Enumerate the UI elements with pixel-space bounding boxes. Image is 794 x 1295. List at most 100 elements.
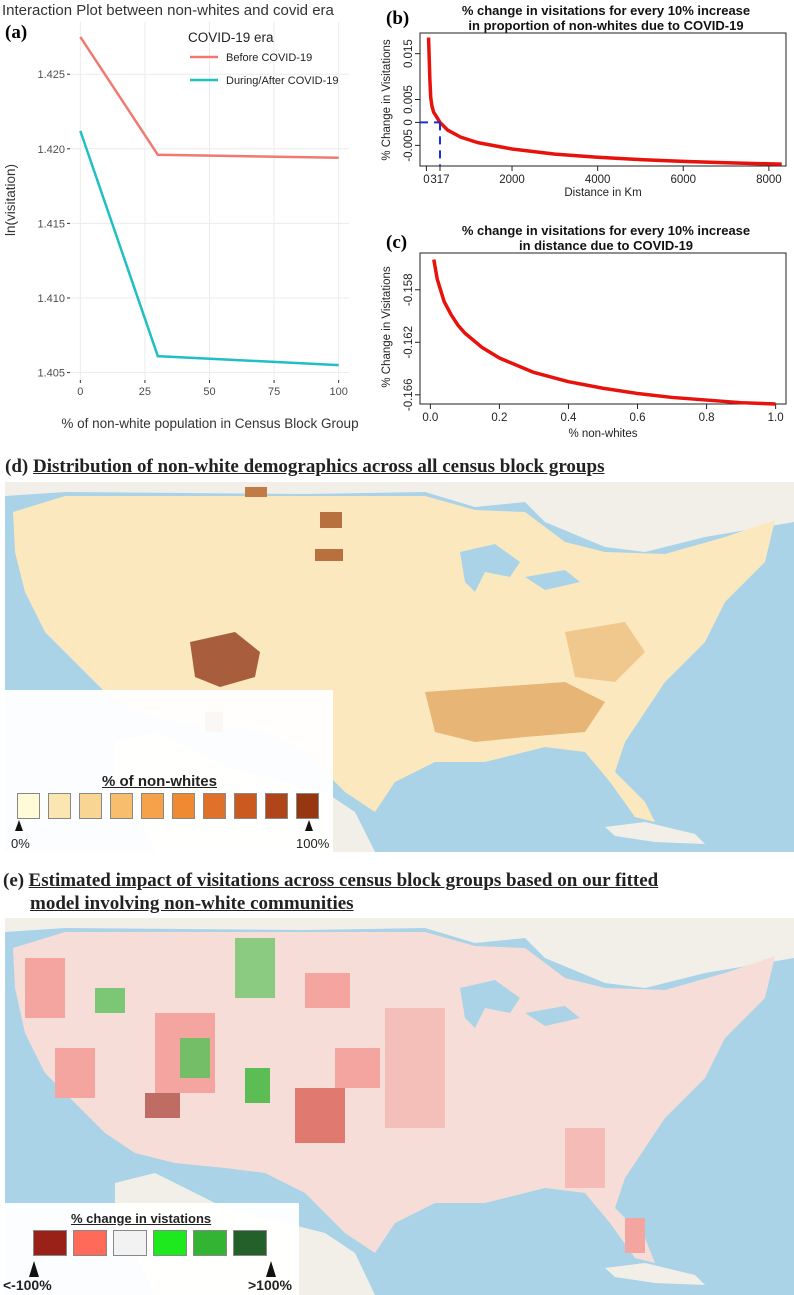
map-d-cuba	[605, 822, 705, 844]
chart-a-xtick-label: 0	[77, 386, 83, 398]
panel-a-letter: (a)	[5, 22, 27, 43]
chart-a-xtick-label: 50	[203, 386, 215, 398]
chart-a-xlabel: % of non-white population in Census Bloc…	[61, 416, 358, 431]
map-d-legend-box	[5, 690, 333, 852]
legend-d-swatch-7	[234, 793, 257, 819]
chart-a-ytick-label: 1.425	[37, 69, 65, 81]
legend-a-label-before: Before COVID-19	[226, 52, 312, 64]
legend-d-min-marker-icon	[15, 820, 23, 831]
legend-d-swatch-4	[141, 793, 164, 819]
panel-e-title-line2: model involving non-white communities	[30, 893, 354, 914]
map-d-usa	[13, 496, 775, 822]
map-d-cluster-2	[320, 512, 342, 528]
legend-e-swatch-5	[233, 1230, 267, 1256]
legend-a-label-during: During/After COVID-19	[226, 75, 338, 87]
chart-c-title: % change in visitations for every 10% in…	[462, 223, 750, 238]
chart-b-ylabel: % Change in Visitations	[381, 39, 393, 160]
map-d-southeast-cluster	[425, 682, 605, 742]
chart-b-title: % change in visitations for every 10% in…	[462, 3, 750, 18]
legend-e-swatch-2	[113, 1230, 147, 1256]
chart-a-series-during	[79, 130, 339, 367]
chart-c-xtick-label: 0.4	[560, 412, 577, 424]
panel-d-letter: (d)	[5, 456, 29, 477]
chart-b-xtick-label: 4000	[585, 174, 611, 186]
panel-e-letter: (e)	[3, 870, 25, 891]
chart-b-xlabel: Distance in Km	[564, 187, 641, 199]
legend-e-max-marker-icon	[266, 1261, 276, 1277]
map-d-cluster-4	[245, 487, 267, 497]
legend-e-swatch-3	[153, 1230, 187, 1256]
panel-d-title: Distribution of non-white demographics a…	[32, 456, 605, 477]
map-e-great-lakes	[460, 980, 580, 1028]
legend-d-swatch-2	[79, 793, 102, 819]
chart-b-xtick-label: 2000	[499, 174, 525, 186]
panel-c-letter: (c)	[386, 232, 407, 253]
legend-d-max-label: 100%	[296, 836, 330, 851]
legend-d-min-label: 0%	[11, 836, 30, 851]
chart-b-xtick-label: 6000	[670, 174, 696, 186]
map-d-cluster-3	[315, 549, 343, 561]
legend-d-swatch-0	[17, 793, 40, 819]
chart-b-series-line	[426, 37, 782, 166]
chart-a-xtick-label: 75	[268, 386, 280, 398]
chart-b-plot-area	[419, 32, 787, 167]
map-e-estimated-impact[interactable]	[5, 918, 794, 1295]
panel-e-heading: (e) Estimated impact of visitations acro…	[3, 870, 658, 892]
map-e-patches	[25, 938, 645, 1253]
chart-c-xtick-label: 1.0	[768, 412, 784, 424]
map-e-cuba	[605, 1263, 705, 1285]
chart-b-subtitle: in proportion of non-whites due to COVID…	[468, 18, 743, 33]
chart-a-title: Interaction Plot between non-whites and …	[2, 2, 335, 19]
panel-a-chart: Interaction Plot between non-whites and …	[0, 0, 400, 435]
chart-b-xtick-label: 8000	[756, 174, 782, 186]
chart-a-ytick-label: 1.420	[37, 144, 65, 156]
chart-a-xtick-label: 25	[139, 386, 151, 398]
map-d-great-lakes	[460, 544, 580, 592]
chart-c-ylabel: % Change in Visitations	[381, 266, 393, 387]
chart-c-subtitle: in distance due to COVID-19	[519, 238, 693, 253]
chart-a-ylabel: ln(visitation)	[3, 164, 18, 236]
chart-c-plot-area	[419, 252, 787, 405]
legend-d-swatch-6	[203, 793, 226, 819]
legend-a-title: COVID-19 era	[188, 30, 274, 45]
chart-c-xtick-label: 0.6	[630, 412, 646, 424]
panel-c-chart: (c) % change in visitations for every 10…	[381, 223, 787, 440]
chart-a-legend: COVID-19 era Before COVID-19 During/Afte…	[188, 30, 338, 87]
panel-b-chart: (b) % change in visitations for every 10…	[381, 3, 787, 199]
map-e-canada	[5, 918, 794, 988]
chart-b-xtick-label: 317	[430, 174, 449, 186]
chart-a-ytick-label: 1.405	[37, 368, 65, 380]
map-d-navajo-cluster	[190, 632, 260, 687]
legend-e-min-label: <-100%	[3, 1277, 52, 1293]
chart-a-ytick-label: 1.410	[37, 293, 65, 305]
legend-d-swatch-8	[265, 793, 288, 819]
panel-b-letter: (b)	[386, 8, 409, 29]
chart-c-xlabel: % non-whites	[568, 428, 637, 440]
legend-d-swatch-9	[296, 793, 319, 819]
panel-d-heading: (d) Distribution of non-white demographi…	[5, 456, 604, 478]
chart-c-xtick-label: 0.2	[491, 412, 507, 424]
chart-c-series-line	[432, 259, 776, 406]
panel-e-title-line1: Estimated impact of visitations across c…	[28, 870, 659, 891]
legend-e-max-label: >100%	[248, 1277, 292, 1293]
legend-d-title: % of non-whites	[102, 773, 217, 790]
legend-e-swatch-1	[73, 1230, 107, 1256]
chart-a-xtick-label: 100	[329, 386, 347, 398]
legend-d-max-marker-icon	[305, 820, 313, 831]
map-d-east-cluster	[565, 622, 645, 682]
chart-b-ytick-label: 0.005	[403, 85, 415, 114]
legend-d-swatch-1	[48, 793, 71, 819]
map-d-canada	[5, 482, 794, 552]
chart-a-series-before	[79, 36, 339, 159]
chart-a-ytick-label: 1.415	[37, 218, 65, 230]
chart-c-ytick-label: -0.158	[403, 273, 415, 306]
chart-b-ytick-label: -0.005	[403, 129, 415, 162]
chart-c-ytick-label: -0.162	[403, 326, 415, 359]
legend-e-title: % change in vistations	[71, 1211, 212, 1226]
chart-b-ytick-label: 0.015	[403, 39, 415, 68]
chart-c-xtick-label: 0.8	[699, 412, 715, 424]
chart-c-ytick-label: -0.166	[403, 379, 415, 412]
legend-e-min-marker-icon	[29, 1261, 39, 1277]
legend-e-swatch-0	[33, 1230, 67, 1256]
chart-b-ytick-label: 0	[403, 119, 415, 125]
